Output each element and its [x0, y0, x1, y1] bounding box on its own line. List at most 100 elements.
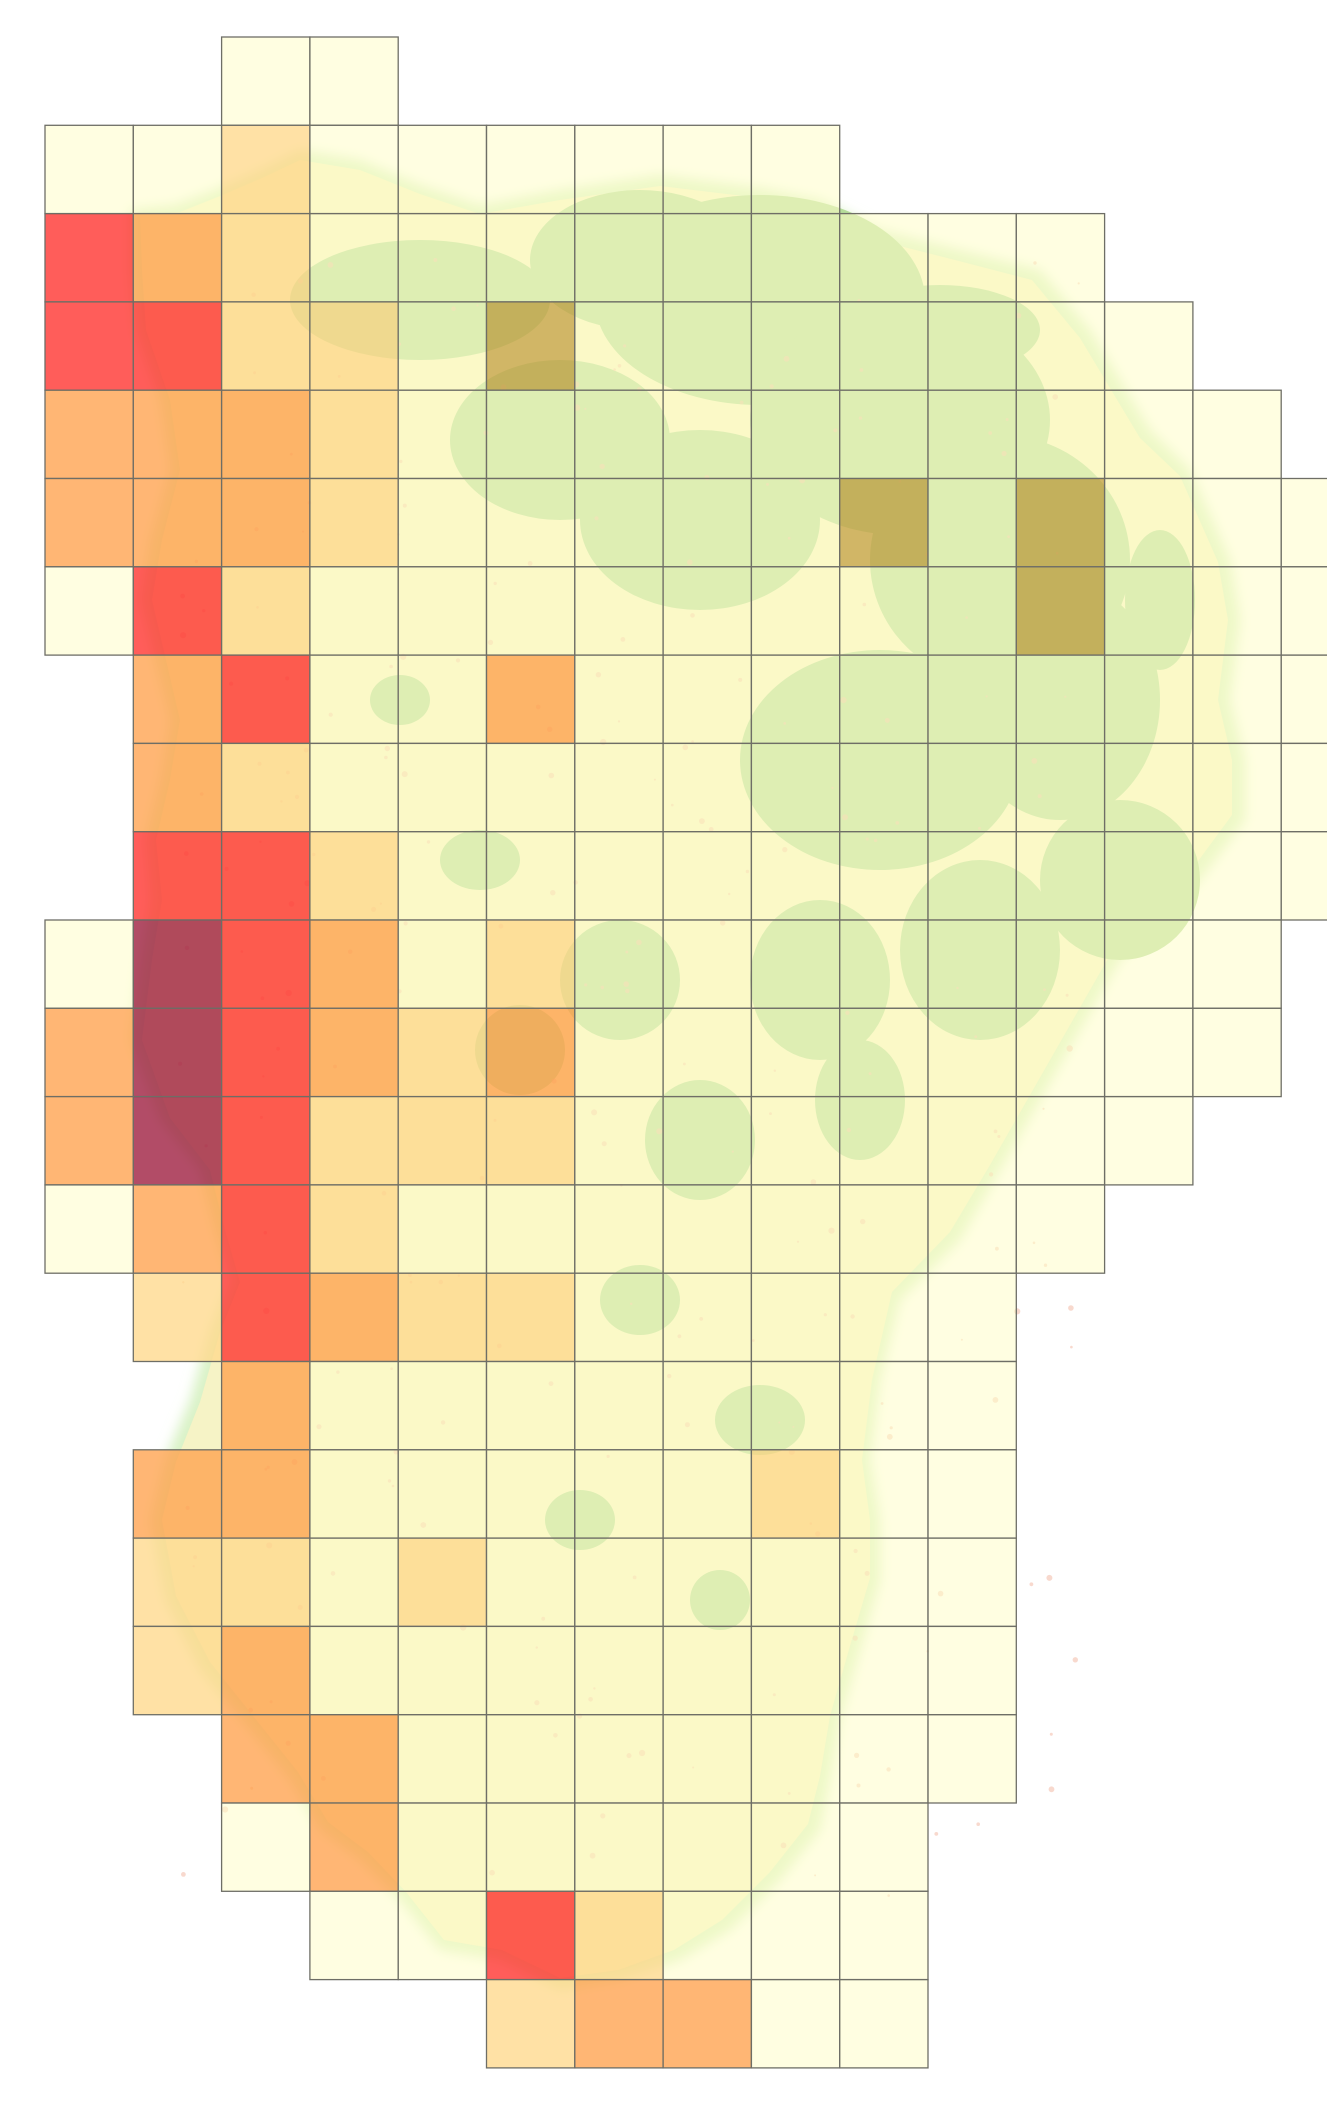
- grid-cell: [132, 566, 223, 656]
- grid-cell: [1280, 477, 1327, 568]
- grid-cell: [397, 1184, 488, 1274]
- grid-cell: [309, 389, 399, 480]
- grid-cell: [220, 1007, 311, 1098]
- grid-cell: [44, 566, 134, 656]
- grid-cell: [220, 1360, 311, 1451]
- grid-cell: [927, 389, 1017, 480]
- grid-cell: [397, 1714, 488, 1804]
- grid-cell: [1280, 742, 1327, 833]
- grid-cell: [485, 654, 576, 745]
- grid-cell: [927, 1184, 1017, 1274]
- grid-cell: [485, 124, 576, 215]
- grid-cell: [574, 1625, 664, 1716]
- grid-cell: [750, 1978, 841, 2069]
- grid-cell: [220, 919, 311, 1009]
- grid-cell: [309, 742, 399, 833]
- grid-cell: [132, 477, 223, 568]
- grid-cell: [485, 566, 576, 656]
- grid-cell: [309, 1184, 399, 1274]
- grid-cell: [1015, 1007, 1106, 1098]
- grid-cell: [397, 477, 488, 568]
- grid-cell: [574, 1184, 664, 1274]
- grid-cell: [662, 301, 753, 391]
- grid-cell: [1103, 919, 1194, 1009]
- urban-speck: [1046, 1574, 1053, 1581]
- grid-cell: [309, 1537, 399, 1628]
- grid-cell: [485, 831, 576, 921]
- grid-cell: [662, 1095, 753, 1186]
- grid-cell: [662, 1714, 753, 1804]
- grid-cell: [750, 566, 841, 656]
- grid-cell: [220, 1095, 311, 1186]
- grid-cell: [485, 1890, 576, 1981]
- grid-cell: [750, 1449, 841, 1539]
- grid-cell: [574, 1272, 664, 1363]
- grid-cell: [132, 1625, 223, 1716]
- grid-cell: [750, 301, 841, 391]
- grid-cell: [1015, 742, 1106, 833]
- grid-cell: [1015, 1095, 1106, 1186]
- grid-cell: [662, 1978, 753, 2069]
- grid-cell: [397, 1360, 488, 1451]
- grid-cell: [750, 1360, 841, 1451]
- grid-cell: [485, 1537, 576, 1628]
- grid-cell: [927, 1714, 1017, 1804]
- grid-cell: [1103, 1007, 1194, 1098]
- grid-cell: [220, 389, 311, 480]
- grid-cell: [1192, 919, 1282, 1009]
- grid-cell: [1192, 389, 1282, 480]
- grid-cell: [132, 654, 223, 745]
- grid-cell: [927, 1449, 1017, 1539]
- grid-cell: [397, 742, 488, 833]
- grid-cell: [750, 124, 841, 215]
- grid-cell: [927, 1007, 1017, 1098]
- grid-cell: [750, 1272, 841, 1363]
- urban-speck: [1049, 1732, 1053, 1736]
- grid-cell: [927, 742, 1017, 833]
- grid-cell: [485, 1272, 576, 1363]
- grid-cell: [662, 1272, 753, 1363]
- grid-cell: [309, 1095, 399, 1186]
- grid-cell: [574, 919, 664, 1009]
- grid-cell: [839, 1802, 929, 1892]
- grid-cell: [574, 1714, 664, 1804]
- grid-cell: [839, 1537, 929, 1628]
- grid-cell: [839, 301, 929, 391]
- grid-cell: [220, 1537, 311, 1628]
- grid-cell: [927, 1625, 1017, 1716]
- grid-cell: [574, 1978, 664, 2069]
- grid-cell: [485, 1360, 576, 1451]
- grid-cell: [839, 566, 929, 656]
- grid-cell: [132, 1272, 223, 1363]
- grid-cell: [485, 919, 576, 1009]
- urban-speck: [934, 1832, 939, 1836]
- grid-cell: [485, 477, 576, 568]
- grid-cell: [132, 1007, 223, 1098]
- grid-cell: [927, 477, 1017, 568]
- grid-cell: [485, 212, 576, 303]
- grid-cell: [662, 1184, 753, 1274]
- grid-cell: [662, 212, 753, 303]
- grid-cell: [44, 124, 134, 215]
- grid-cell: [485, 1802, 576, 1892]
- grid-cell: [44, 1095, 134, 1186]
- grid-cell: [397, 212, 488, 303]
- grid-cell: [574, 831, 664, 921]
- grid-cell: [220, 1184, 311, 1274]
- grid-cell: [574, 389, 664, 480]
- grid-cell: [1015, 1184, 1106, 1274]
- grid-cell: [750, 389, 841, 480]
- grid-cell: [927, 301, 1017, 391]
- grid-cell: [397, 1007, 488, 1098]
- grid-cell: [485, 1184, 576, 1274]
- grid-cell: [220, 742, 311, 833]
- grid-cell: [220, 124, 311, 215]
- grid-cell: [1015, 301, 1106, 391]
- grid-cell: [220, 1272, 311, 1363]
- grid-cell: [662, 477, 753, 568]
- grid-cell: [132, 124, 223, 215]
- grid-cell: [309, 124, 399, 215]
- grid-cell: [839, 477, 929, 568]
- grid-cell: [574, 212, 664, 303]
